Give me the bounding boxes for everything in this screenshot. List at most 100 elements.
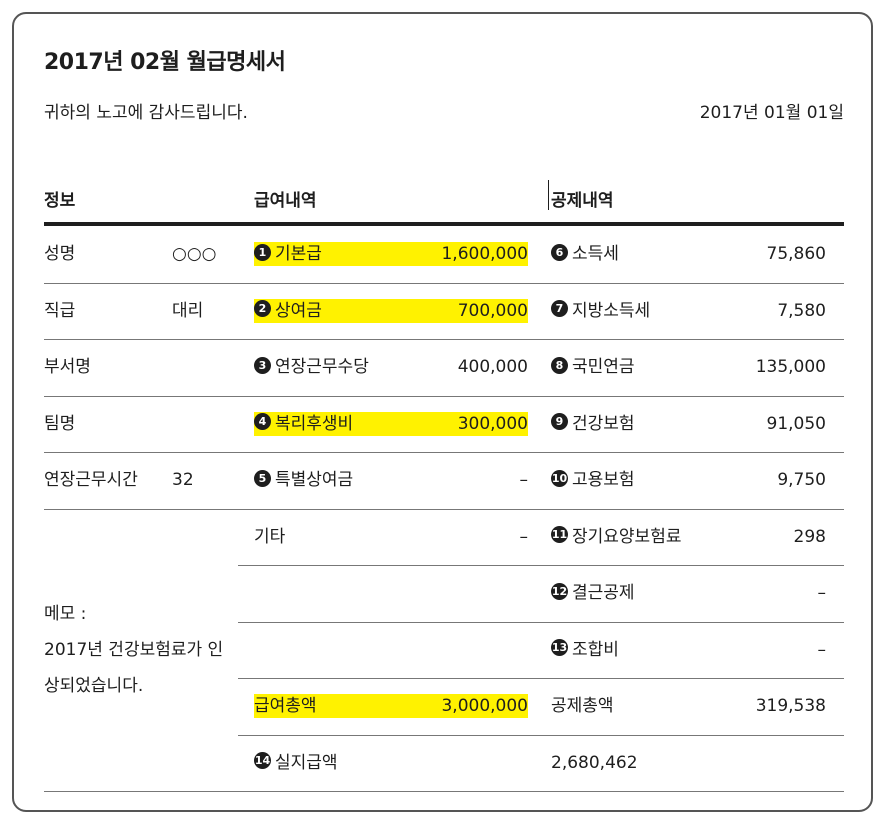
deduction-amount: 7,580 (680, 299, 826, 323)
number-badge-icon: 2 (254, 300, 271, 317)
memo: 메모 : 2017년 건강보험료가 인상되었습니다. (44, 596, 234, 704)
number-badge-icon: 13 (551, 639, 568, 656)
deduction-label: 12 결근공제 (551, 581, 635, 605)
pay-amount: 3,000,000 (380, 694, 528, 718)
deduction-label: 6 소득세 (551, 242, 619, 266)
info-label: 부서명 (44, 355, 91, 379)
deduction-label: 9 건강보험 (551, 412, 635, 436)
pay-amount: 1,600,000 (380, 242, 528, 266)
page-title: 2017년 02월 월급명세서 (44, 50, 286, 75)
row-divider (238, 678, 844, 679)
header-deduction: 공제내역 (551, 191, 614, 211)
pay-label: 급여총액 (254, 694, 528, 718)
pay-label-text: 복리후생비 (275, 413, 354, 434)
deduction-amount-text: 7,580 (777, 300, 826, 321)
info-label-text: 부서명 (44, 357, 91, 377)
pay-amount: 700,000 (380, 299, 528, 323)
deduction-amount-text: – (817, 639, 827, 660)
pay-amount-text: – (519, 470, 529, 490)
deduction-label: 7 지방소득세 (551, 299, 650, 323)
deduction-amount: 9,750 (680, 468, 826, 492)
deduction-amount: 75,860 (680, 242, 826, 266)
pay-amount-text: 300,000 (457, 413, 528, 434)
info-value: 대리 (172, 299, 203, 323)
info-label-text: 연장근무시간 (44, 470, 138, 490)
deduction-label: 13 조합비 (551, 638, 619, 662)
pay-label: 2 상여금 (254, 298, 528, 323)
number-badge-icon: 8 (551, 356, 568, 374)
info-label: 팀명 (44, 412, 75, 436)
info-label-text: 팀명 (44, 413, 76, 434)
deduction-amount: – (680, 581, 827, 605)
row-divider (238, 622, 844, 623)
deduction-amount: 298 (680, 525, 826, 549)
row-divider (44, 791, 844, 792)
info-label: 성명 (44, 242, 75, 266)
row-divider (44, 283, 844, 284)
pay-label: 기타 (254, 525, 285, 549)
deduction-label-text: 고용보험 (572, 470, 635, 490)
deduction-amount-text: 75,860 (766, 244, 826, 264)
deduction-amount-text: 9,750 (777, 470, 826, 490)
deduction-amount-text: – (817, 583, 827, 603)
header-info: 정보 (44, 191, 76, 211)
row-divider (44, 339, 844, 340)
info-value: 32 (172, 468, 194, 492)
header-divider (548, 180, 549, 210)
pay-label-text: 기타 (254, 526, 286, 547)
number-badge-icon: 5 (254, 469, 271, 487)
deduction-label: 8 국민연금 (551, 355, 635, 379)
info-value-text: ○○○ (172, 244, 217, 264)
deduction-label: 2,680,462 (551, 751, 638, 775)
deduction-amount-text: 91,050 (766, 413, 826, 434)
info-label-text: 성명 (44, 244, 76, 264)
info-label-text: 직급 (44, 300, 76, 321)
info-value-text: 32 (172, 470, 194, 490)
pay-label-text: 특별상여금 (275, 470, 354, 490)
info-label: 직급 (44, 299, 75, 323)
number-badge-icon: 11 (551, 526, 568, 543)
header-rule (44, 222, 844, 226)
row-divider (238, 735, 844, 736)
number-badge-icon: 10 (551, 469, 568, 487)
memo-text: 2017년 건강보험료가 인상되었습니다. (44, 640, 224, 696)
deduction-amount-text: 135,000 (755, 357, 826, 377)
info-value: ○○○ (172, 242, 217, 266)
pay-label-text: 급여총액 (254, 696, 317, 716)
deduction-label: 10 고용보험 (551, 468, 635, 492)
pay-label: 4 복리후생비 (254, 411, 528, 436)
deduction-label-text: 조합비 (572, 639, 619, 660)
deduction-amount: 91,050 (680, 412, 826, 436)
deduction-label-text: 소득세 (572, 244, 619, 264)
deduction-amount-text: 298 (793, 526, 826, 547)
pay-amount: 300,000 (380, 412, 528, 436)
number-badge-icon: 1 (254, 243, 271, 261)
number-badge-icon: 6 (551, 243, 568, 261)
pay-amount-text: 400,000 (457, 357, 528, 377)
pay-amount-text: 1,600,000 (441, 244, 528, 264)
pay-label-text: 실지급액 (275, 752, 338, 773)
deduction-label-text: 장기요양보험료 (572, 526, 682, 547)
deduction-amount: 319,538 (680, 694, 826, 718)
pay-label: 3 연장근무수당 (254, 355, 369, 379)
deduction-label-text: 결근공제 (572, 583, 635, 603)
deduction-label-text: 국민연금 (572, 357, 635, 377)
pay-label: 5 특별상여금 (254, 468, 353, 492)
info-value-text: 대리 (172, 300, 204, 321)
deduction-label-text: 지방소득세 (572, 300, 651, 321)
issue-date: 2017년 01월 01일 (699, 103, 844, 123)
deduction-label: 공제총액 (551, 694, 614, 718)
pay-amount-text: 700,000 (457, 300, 528, 321)
pay-label: 1 기본급 (254, 242, 528, 266)
deduction-label-text: 2,680,462 (551, 752, 638, 773)
header-pay: 급여내역 (254, 191, 317, 211)
pay-label-text: 상여금 (275, 300, 322, 321)
pay-amount-text: – (519, 526, 529, 547)
pay-label-text: 기본급 (275, 244, 322, 264)
row-divider (44, 396, 844, 397)
pay-amount: – (380, 468, 529, 492)
row-divider (44, 452, 844, 453)
row-divider (238, 565, 844, 566)
pay-label-text: 연장근무수당 (275, 357, 369, 377)
deduction-amount-text: 319,538 (755, 696, 826, 716)
